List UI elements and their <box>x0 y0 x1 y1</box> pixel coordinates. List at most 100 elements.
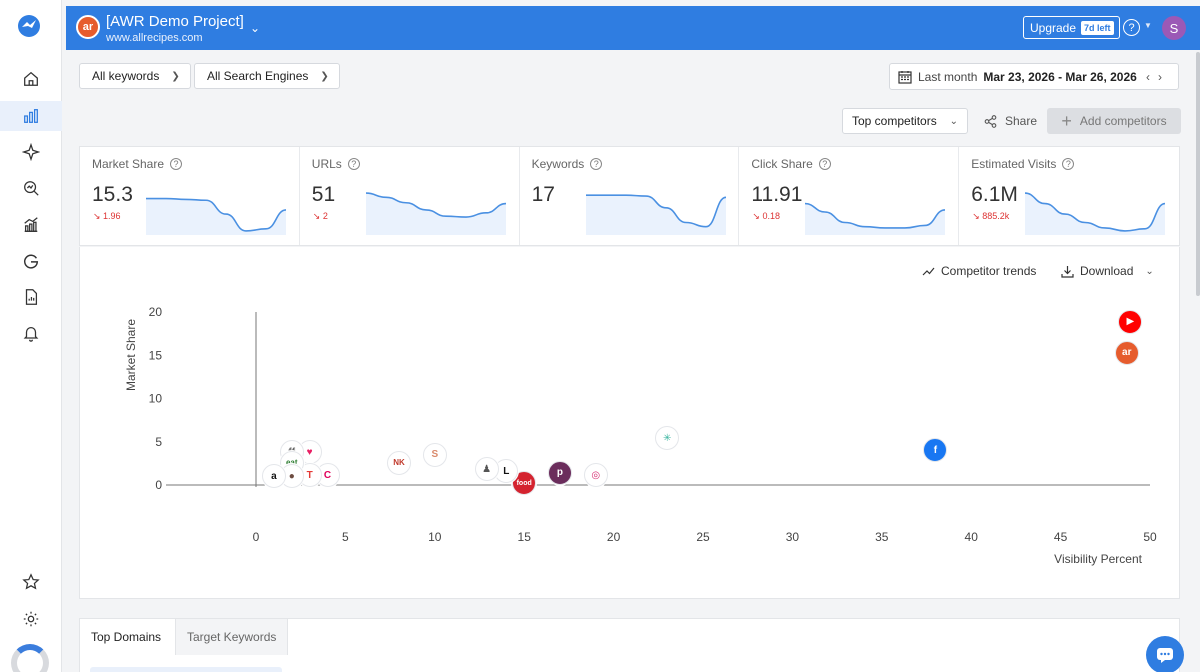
upgrade-button[interactable]: Upgrade 7d left <box>1023 16 1120 39</box>
metric-card[interactable]: Click Share? 11.91 ↘ 0.18 <box>739 147 960 245</box>
chevron-down-icon: ⌄ <box>1145 265 1154 277</box>
sparkline-line <box>585 194 726 228</box>
download-button[interactable]: Download ⌄ <box>1061 264 1154 278</box>
competitor-trends-button[interactable]: Competitor trends <box>922 264 1036 278</box>
project-name[interactable]: [AWR Demo Project] <box>106 13 244 30</box>
metric-card[interactable]: Keywords? 17 <box>520 147 740 245</box>
info-icon[interactable]: ? <box>1062 158 1075 170</box>
sidebar-item-analytics[interactable] <box>0 101 62 131</box>
tab-target-keywords[interactable]: Target Keywords <box>175 619 289 655</box>
point-glyph-icon: f <box>933 444 938 456</box>
metric-cards: Market Share? 15.3 ↘ 1.96 URLs? 51 ↘ 2 Keyword… <box>79 146 1180 246</box>
metric-card[interactable]: URLs? 51 ↘ 2 <box>300 147 520 245</box>
chart-point-nk-site[interactable]: NK <box>387 450 412 475</box>
download-icon <box>1061 265 1074 278</box>
metric-title-row: Estimated Visits? <box>971 157 1075 171</box>
sidebar-item-documents[interactable] <box>0 282 62 312</box>
upgrade-label: Upgrade <box>1030 20 1077 35</box>
sidebar-item-search[interactable] <box>0 173 62 203</box>
y-tick-label: 0 <box>155 478 162 492</box>
point-glyph-icon: p <box>556 467 563 479</box>
trial-badge: 7d left <box>1081 20 1114 35</box>
y-tick-label: 15 <box>149 348 163 362</box>
sparkline-area <box>805 203 946 235</box>
chart-point-purple-p[interactable]: p <box>547 460 572 485</box>
google-icon <box>24 254 39 269</box>
app-logo-icon[interactable] <box>17 14 41 38</box>
chart-point-facebook[interactable]: f <box>923 438 948 463</box>
sidebar-item-settings[interactable] <box>0 604 62 634</box>
date-period-label: Last month <box>918 69 978 84</box>
competitors-dropdown[interactable]: Top competitors ⌄ <box>842 108 968 134</box>
sidebar-item-alerts[interactable] <box>0 318 62 348</box>
chart-point-youtube[interactable]: ▶ <box>1118 309 1143 334</box>
chat-support-button[interactable] <box>1146 636 1184 672</box>
sparkline-line <box>805 202 946 229</box>
sidebar-item-reports[interactable] <box>0 210 62 240</box>
chart-point-instagram[interactable]: ◎ <box>583 463 608 488</box>
add-competitors-button[interactable]: + Add competitors <box>1047 108 1181 134</box>
chart-point-food-network[interactable]: food <box>512 471 537 496</box>
point-glyph-icon: ar <box>1122 347 1132 359</box>
share-label: Share <box>1005 114 1038 128</box>
chart-point-chef-site[interactable]: ♟ <box>474 457 499 482</box>
keywords-filter-dropdown[interactable]: All keywords ❯ <box>79 63 191 89</box>
sidebar-item-home[interactable] <box>0 64 62 94</box>
date-nav-arrows-icon[interactable]: ‹› <box>1146 69 1170 84</box>
star-icon <box>22 573 40 590</box>
calendar-icon <box>898 70 912 84</box>
help-icon[interactable]: ? <box>1123 19 1140 36</box>
page-scrollbar[interactable] <box>1196 52 1200 296</box>
metric-card[interactable]: Estimated Visits? 6.1M ↘ 885.2k <box>959 147 1179 245</box>
tab-top-domains[interactable]: Top Domains <box>80 619 173 655</box>
trend-down-icon: ↘ <box>93 211 104 221</box>
sparkline-area <box>1025 193 1166 235</box>
project-switcher-chevron-icon[interactable]: ⌄ <box>250 21 261 35</box>
search-engines-filter-label: All Search Engines <box>207 69 309 83</box>
x-tick-label: 50 <box>1143 530 1157 544</box>
sparkline-area <box>146 198 286 235</box>
metric-sparkline <box>805 202 946 235</box>
project-logo: ar <box>76 15 100 39</box>
plus-icon: + <box>1061 110 1072 131</box>
sidebar <box>0 0 62 672</box>
point-glyph-icon: food <box>516 479 532 487</box>
metric-title-row: Market Share? <box>92 157 183 171</box>
chart-point-spinner-site[interactable]: ✳ <box>655 426 680 451</box>
info-icon[interactable]: ? <box>170 158 183 170</box>
point-glyph-icon: S <box>431 449 439 461</box>
info-icon[interactable]: ? <box>590 158 603 170</box>
sidebar-item-ai[interactable] <box>0 137 62 167</box>
sparkline-line <box>146 197 286 232</box>
chart-point-allrecipes[interactable]: ar <box>1114 340 1139 365</box>
chevron-down-icon: ❯ <box>320 70 329 82</box>
metric-value: 6.1M <box>971 183 1018 206</box>
metric-card[interactable]: Market Share? 15.3 ↘ 1.96 <box>80 147 300 245</box>
metric-delta-value: 0.18 <box>762 211 780 221</box>
user-avatar[interactable]: S <box>1162 16 1186 40</box>
share-icon <box>984 114 997 128</box>
date-range-picker[interactable]: Last month Mar 23, 2026 - Mar 26, 2026 ‹… <box>889 63 1179 90</box>
share-button[interactable]: Share <box>984 108 1037 134</box>
info-icon[interactable]: ? <box>818 158 831 170</box>
metric-title: Click Share <box>751 157 813 171</box>
metric-delta: ↘ 1.96 <box>93 211 121 222</box>
bar-chart-icon <box>24 109 38 123</box>
help-chevron-down-icon[interactable]: ▼ <box>1144 21 1152 30</box>
metric-title: URLs <box>311 157 342 171</box>
metric-value: 51 <box>311 183 336 206</box>
info-icon[interactable]: ? <box>347 158 360 170</box>
chart-point-a-site[interactable]: a <box>261 464 286 489</box>
keywords-filter-label: All keywords <box>92 69 160 83</box>
competitor-scatter-panel: Competitor trends Download ⌄ 0 5 10 15 20 0 5 1… <box>79 247 1180 599</box>
sparkline-area <box>365 193 506 235</box>
metric-delta-value: 885.2k <box>982 211 1010 221</box>
sidebar-item-google[interactable] <box>0 246 62 276</box>
sparkline-line <box>365 192 506 218</box>
metric-sparkline <box>1025 192 1166 235</box>
sidebar-item-favorites[interactable] <box>0 567 62 597</box>
metric-title: Market Share <box>92 157 165 171</box>
search-engines-filter-dropdown[interactable]: All Search Engines ❯ <box>194 63 340 89</box>
metric-value: 17 <box>531 183 555 206</box>
chart-point-s-site[interactable]: S <box>422 442 447 467</box>
